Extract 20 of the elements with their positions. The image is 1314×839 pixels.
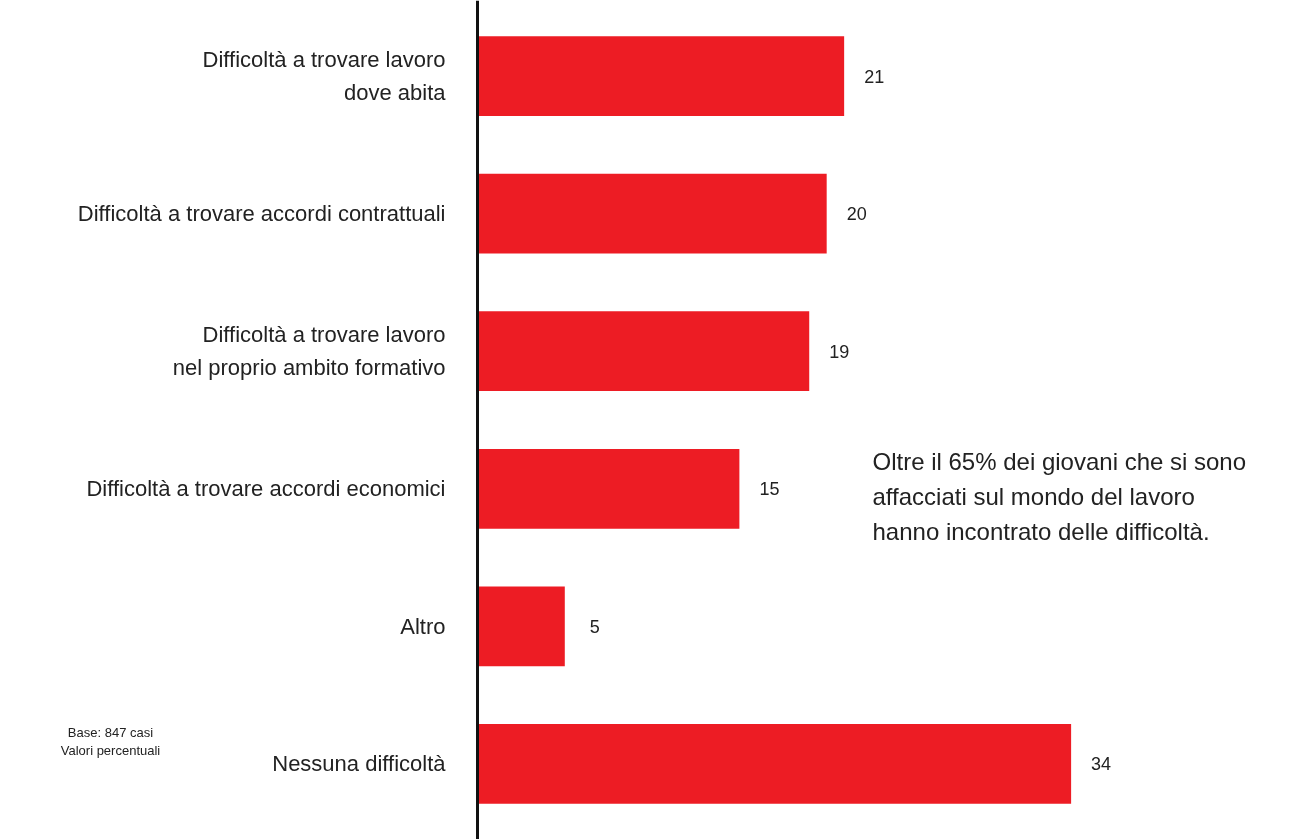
data-label: 21 [864, 66, 885, 87]
data-label: 20 [846, 204, 867, 225]
bar [477, 36, 845, 117]
y-tick-label: Difficoltà a trovare lavoro nel proprio ambito formativo [172, 322, 446, 380]
y-tick-label: Difficoltà a trovare accordi economici [86, 476, 446, 502]
y-tick-label: Altro [400, 613, 446, 639]
bar [477, 448, 740, 529]
bar [477, 723, 1072, 804]
y-tick-label: Difficoltà a trovare accordi contrattuali [77, 201, 446, 227]
data-label: 34 [1091, 754, 1112, 775]
y-tick-label: Difficoltà a trovare lavoro dove abita [202, 47, 447, 105]
bar [477, 173, 827, 254]
y-tick-label: Nessuna difficoltà [272, 751, 447, 777]
bar [477, 311, 810, 392]
bar [477, 586, 565, 667]
data-label: 15 [759, 479, 780, 500]
data-label: 19 [829, 341, 850, 362]
annotation: Oltre il 65% dei giovani che si sono affacciati sul mondo del lavoro hanno incontrato delle difficoltà. [872, 448, 1247, 546]
data-label: 5 [589, 616, 600, 637]
text: Base: 847 casi Valori percentuali [60, 725, 161, 759]
